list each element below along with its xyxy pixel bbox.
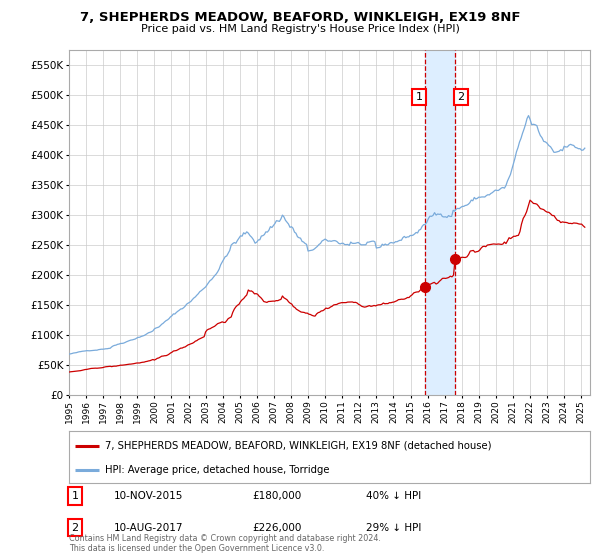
Bar [425, 50, 455, 395]
Text: 2: 2 [71, 522, 79, 533]
Text: £180,000: £180,000 [252, 491, 301, 501]
Text: Contains HM Land Registry data © Crown copyright and database right 2024.
This d: Contains HM Land Registry data © Crown c… [69, 534, 381, 553]
Text: 10-AUG-2017: 10-AUG-2017 [114, 522, 184, 533]
Text: 2: 2 [457, 92, 464, 102]
Text: 40% ↓ HPI: 40% ↓ HPI [366, 491, 421, 501]
Text: 29% ↓ HPI: 29% ↓ HPI [366, 522, 421, 533]
Text: 7, SHEPHERDS MEADOW, BEAFORD, WINKLEIGH, EX19 8NF: 7, SHEPHERDS MEADOW, BEAFORD, WINKLEIGH,… [80, 11, 520, 24]
Text: HPI: Average price, detached house, Torridge: HPI: Average price, detached house, Torr… [106, 465, 330, 475]
Text: Price paid vs. HM Land Registry's House Price Index (HPI): Price paid vs. HM Land Registry's House … [140, 24, 460, 34]
Text: 1: 1 [71, 491, 79, 501]
Text: £226,000: £226,000 [252, 522, 301, 533]
Text: 7, SHEPHERDS MEADOW, BEAFORD, WINKLEIGH, EX19 8NF (detached house): 7, SHEPHERDS MEADOW, BEAFORD, WINKLEIGH,… [106, 441, 492, 451]
Text: 10-NOV-2015: 10-NOV-2015 [114, 491, 184, 501]
Text: 1: 1 [416, 92, 423, 102]
